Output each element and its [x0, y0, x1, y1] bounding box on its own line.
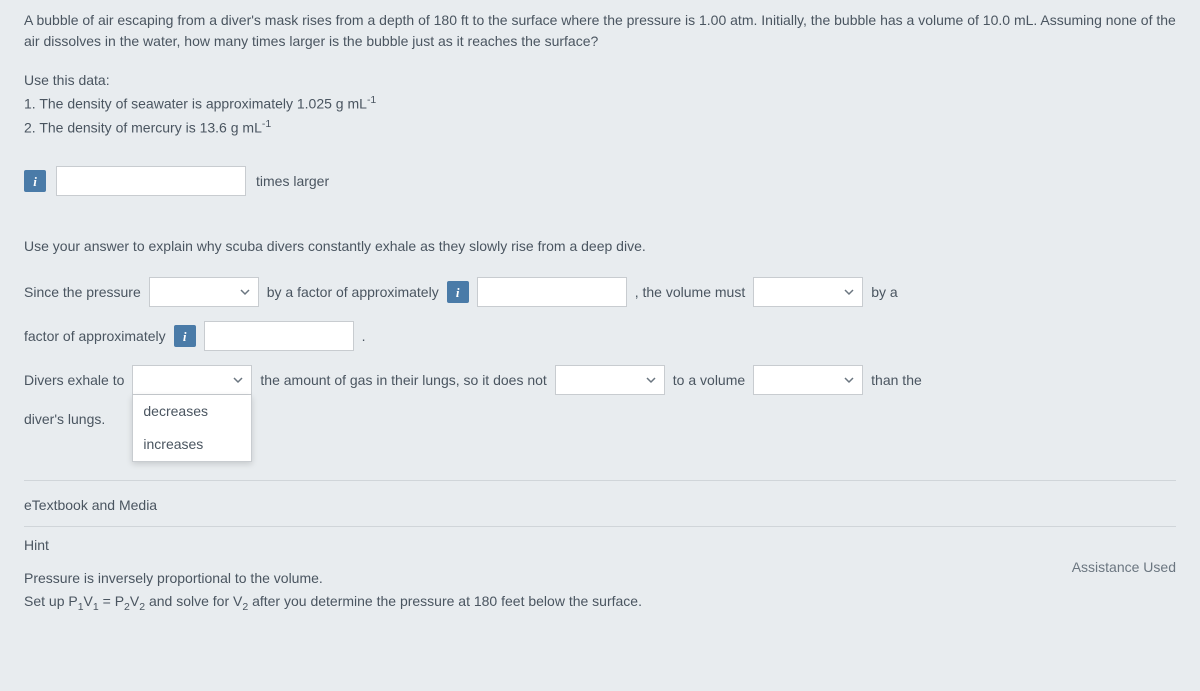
data-line-2: 2. The density of mercury is 13.6 g mL-1 — [24, 117, 1176, 139]
text-than-the: than the — [871, 370, 922, 391]
assistance-used-label: Assistance Used — [1072, 557, 1176, 578]
times-larger-label: times larger — [256, 171, 329, 192]
info-icon[interactable]: i — [174, 325, 196, 347]
text-to-volume: to a volume — [673, 370, 745, 391]
explain-prompt: Use your answer to explain why scuba div… — [24, 236, 1176, 257]
text-by-factor-1: by a factor of approximately — [267, 282, 439, 303]
text-period: . — [362, 326, 366, 347]
hint-body: Pressure is inversely proportional to th… — [24, 568, 1176, 616]
times-larger-input[interactable] — [56, 166, 246, 196]
data-section: Use this data: 1. The density of seawate… — [24, 70, 1176, 138]
hint-frag: and solve for V — [145, 593, 242, 609]
text-since-pressure: Since the pressure — [24, 282, 141, 303]
hint-line-1: Pressure is inversely proportional to th… — [24, 568, 1176, 589]
text-factor-approx: factor of approximately — [24, 326, 166, 347]
dropdown-option-decreases[interactable]: decreases — [133, 395, 251, 428]
text-volume-must: , the volume must — [635, 282, 746, 303]
data-line1-text: 1. The density of seawater is approximat… — [24, 96, 367, 112]
data-line2-sup: -1 — [262, 118, 271, 130]
dropdown-option-increases[interactable]: increases — [133, 428, 251, 461]
text-divers-lungs: diver's lungs. — [24, 409, 105, 430]
exhale-dropdown-list: decreases increases — [132, 395, 252, 462]
etextbook-link[interactable]: eTextbook and Media — [24, 480, 1176, 526]
hint-frag: Set up P — [24, 593, 78, 609]
pressure-direction-select[interactable] — [149, 277, 259, 307]
factor-input-2[interactable] — [204, 321, 354, 351]
data-heading: Use this data: — [24, 70, 1176, 91]
hint-frag: = P — [99, 593, 124, 609]
data-line2-text: 2. The density of mercury is 13.6 g mL — [24, 119, 262, 135]
explain-line-2: factor of approximately i . — [24, 321, 1176, 351]
hint-frag: V — [84, 593, 93, 609]
exhale-direction-select[interactable]: decreases increases — [132, 365, 252, 395]
text-divers-exhale: Divers exhale to — [24, 370, 124, 391]
hint-line-2: Set up P1V1 = P2V2 and solve for V2 afte… — [24, 591, 1176, 616]
info-icon[interactable]: i — [447, 281, 469, 303]
answer-row-1: i times larger — [24, 166, 1176, 196]
text-amount-gas: the amount of gas in their lungs, so it … — [260, 370, 546, 391]
question-text: A bubble of air escaping from a diver's … — [24, 10, 1176, 52]
hint-section: Hint Assistance Used Pressure is inverse… — [24, 526, 1176, 616]
factor-input-1[interactable] — [477, 277, 627, 307]
info-icon[interactable]: i — [24, 170, 46, 192]
explain-line-1: Since the pressure by a factor of approx… — [24, 277, 1176, 307]
data-line1-sup: -1 — [367, 94, 376, 106]
data-line-1: 1. The density of seawater is approximat… — [24, 93, 1176, 115]
explain-line-3: Divers exhale to decreases increases the… — [24, 365, 1176, 395]
hint-frag: after you determine the pressure at 180 … — [248, 593, 642, 609]
doesnot-direction-select[interactable] — [555, 365, 665, 395]
volume-direction-select[interactable] — [753, 277, 863, 307]
than-direction-select[interactable] — [753, 365, 863, 395]
hint-frag: V — [130, 593, 139, 609]
text-by-a: by a — [871, 282, 897, 303]
hint-toggle[interactable]: Hint — [24, 535, 1176, 556]
